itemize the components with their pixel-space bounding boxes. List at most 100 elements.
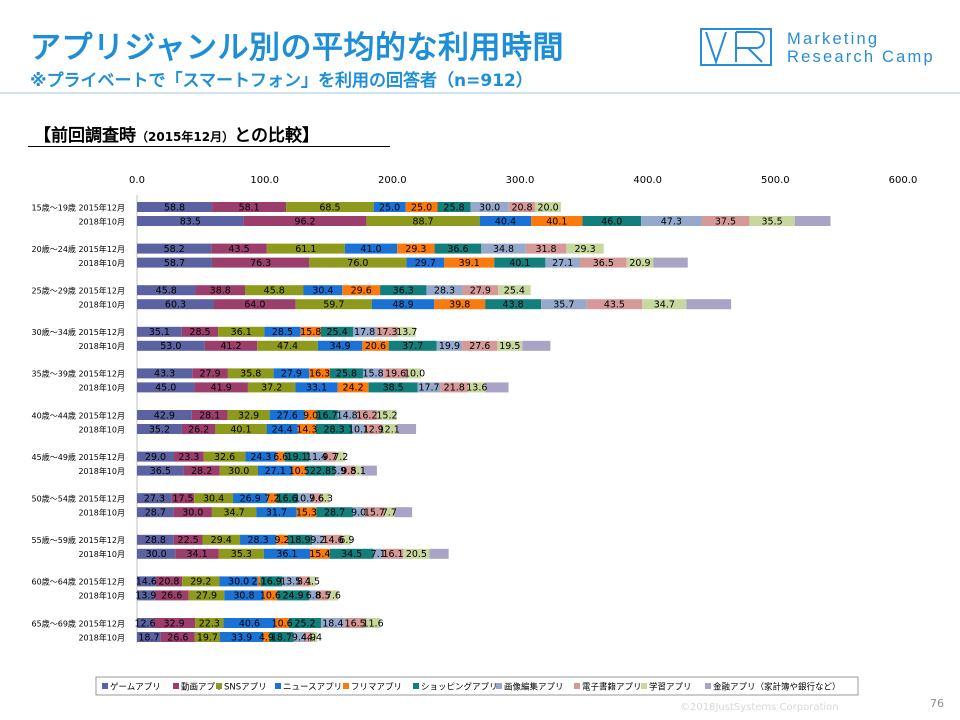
- bar-segment: [282, 576, 300, 587]
- bar-segment: [269, 632, 294, 642]
- legend-label: フリマアプリ: [351, 683, 402, 693]
- data-label: 27.1: [552, 258, 573, 269]
- bar-segment: [312, 534, 324, 545]
- bar-segment: [213, 299, 296, 310]
- row-label: 45歳～49歳 2015年12月: [32, 452, 125, 462]
- bar-segment: [462, 340, 498, 351]
- bar-segment: [321, 618, 345, 628]
- legend-swatch: [574, 683, 580, 689]
- data-label: 30.4: [312, 286, 333, 297]
- data-label: 58.1: [239, 202, 260, 213]
- legend-swatch: [275, 683, 281, 689]
- copyright: ©2018JustSystems Corporation: [680, 702, 839, 713]
- bar-segment: [794, 216, 831, 226]
- bar-segment: [137, 424, 182, 434]
- data-label: 7.2: [264, 494, 279, 505]
- marketing-research-camp-logo: Marketing Research Camp: [700, 28, 950, 68]
- data-label: 13.7: [396, 327, 417, 338]
- bar-segment: [485, 299, 542, 310]
- bar-segment: [317, 340, 363, 351]
- data-label: 25.0: [379, 202, 400, 213]
- bar-segment: [137, 299, 214, 310]
- x-tick-label: 500.0: [761, 175, 790, 186]
- data-label: 25.0: [411, 202, 432, 213]
- bar-segment: [364, 507, 385, 518]
- x-tick-label: 400.0: [633, 175, 662, 186]
- bar-segment: [287, 534, 313, 545]
- stacked-bar-chart: 0.0 100.0 200.0 300.0 400.0 500.0 600.0 15歳～19歳…: [32, 175, 917, 696]
- data-label: 48.9: [393, 300, 414, 311]
- data-label: 30.0: [146, 549, 167, 560]
- bar-segment: [223, 618, 276, 628]
- bar-segment: [525, 243, 567, 254]
- data-label: 24.3: [250, 452, 271, 463]
- bar-segment: [309, 576, 316, 587]
- bar-segment: [329, 548, 374, 559]
- data-label: 7.2: [333, 452, 348, 463]
- bar-segment: [653, 257, 688, 268]
- bar-segment: [257, 576, 261, 587]
- bar-segment: [403, 548, 430, 559]
- row-label: 15歳～19歳 2015年12月: [32, 202, 125, 212]
- bar-segment: [293, 632, 306, 642]
- x-tick-label: 200.0: [378, 175, 407, 186]
- bar-segment: [535, 202, 561, 212]
- data-label: 10.6: [272, 618, 293, 629]
- legend-label: 動画アプリ: [181, 682, 224, 693]
- data-label: 45.8: [264, 286, 285, 297]
- bar-segment: [316, 507, 353, 518]
- bar-segment: [303, 285, 343, 296]
- legend-label: ショッピングアプリ: [421, 682, 498, 693]
- bar-segment: [437, 202, 471, 212]
- bar-segment: [173, 507, 212, 518]
- bar-segment: [137, 257, 212, 268]
- data-label: 31.8: [535, 244, 556, 255]
- bar-segment: [266, 243, 345, 254]
- data-label: 19.7: [197, 632, 218, 643]
- bar-segment: [434, 243, 482, 254]
- data-label: 26.9: [240, 494, 261, 505]
- data-label: 42.9: [154, 410, 175, 421]
- data-label: 20.6: [365, 341, 386, 352]
- data-label: 28.5: [272, 327, 293, 338]
- bar-segment: [398, 326, 416, 337]
- bar-segment: [481, 243, 526, 254]
- bar-segment: [440, 382, 469, 393]
- bar-segment: [498, 285, 531, 296]
- data-label: 40.1: [546, 216, 567, 227]
- bar-segment: [137, 340, 205, 351]
- bar-segment: [373, 202, 406, 212]
- data-label: 18.7: [138, 632, 159, 643]
- bar-segment: [323, 451, 337, 462]
- data-label: 47.4: [277, 341, 298, 352]
- data-label: 59.7: [323, 300, 344, 311]
- data-label: 27.9: [281, 369, 302, 380]
- bar-segment: [366, 216, 480, 226]
- section-heading-main: 【前回調査時: [34, 126, 136, 146]
- data-label: 4.9: [259, 632, 274, 643]
- data-label: 4.9: [301, 632, 316, 643]
- row-label: 55歳～59歳 2015年12月: [32, 535, 125, 545]
- data-label: 29.3: [405, 244, 426, 255]
- data-label: 20.5: [406, 549, 427, 560]
- bar-segment: [311, 632, 318, 642]
- bar-segment: [284, 451, 310, 462]
- bar-segment: [304, 410, 317, 420]
- bar-segment: [335, 465, 343, 476]
- data-label: 41.0: [360, 244, 381, 255]
- data-label: 29.4: [211, 535, 232, 546]
- bar-segment: [355, 465, 362, 476]
- data-label: 40.6: [239, 618, 260, 629]
- bar-segment: [444, 257, 495, 268]
- row-label: 2018年10月: [78, 591, 125, 601]
- bar-segment: [154, 590, 189, 601]
- data-label: 27.9: [196, 591, 217, 602]
- data-label: 96.2: [294, 216, 315, 227]
- data-label: 10.6: [260, 591, 281, 602]
- bar-segment: [233, 493, 268, 504]
- data-label: 40.1: [230, 424, 251, 435]
- row-label: 2018年10月: [78, 466, 125, 476]
- x-tick-label: 300.0: [506, 175, 535, 186]
- row-label: 2018年10月: [78, 549, 125, 559]
- bar-segment: [267, 493, 277, 504]
